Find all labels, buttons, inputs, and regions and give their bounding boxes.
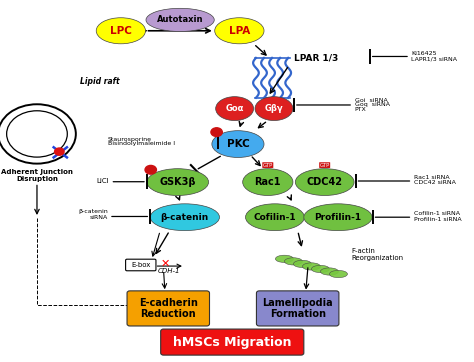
- Text: Goα: Goα: [226, 104, 244, 113]
- Text: β-catenin: β-catenin: [161, 213, 209, 222]
- Text: PKC: PKC: [227, 139, 249, 149]
- Text: LPC: LPC: [110, 26, 132, 36]
- Text: Gβγ: Gβγ: [264, 104, 283, 113]
- Text: Adherent Junction
Disruption: Adherent Junction Disruption: [1, 169, 73, 182]
- Text: LPA: LPA: [229, 26, 250, 36]
- Ellipse shape: [246, 204, 304, 231]
- Text: PTX: PTX: [355, 107, 366, 112]
- Text: LiCl: LiCl: [96, 178, 109, 184]
- Text: E-box: E-box: [131, 262, 150, 268]
- Text: Lamellipodia
Formation: Lamellipodia Formation: [263, 298, 333, 319]
- Text: GTP: GTP: [263, 163, 273, 168]
- Ellipse shape: [146, 8, 214, 31]
- FancyBboxPatch shape: [256, 291, 339, 326]
- Text: Rac1 siRNA: Rac1 siRNA: [414, 175, 449, 180]
- Ellipse shape: [275, 255, 293, 262]
- Ellipse shape: [329, 270, 347, 278]
- Ellipse shape: [302, 263, 320, 270]
- Text: Bisindolylmaleimide I: Bisindolylmaleimide I: [108, 141, 175, 146]
- Text: GTP: GTP: [319, 163, 330, 168]
- FancyBboxPatch shape: [127, 291, 210, 326]
- Text: LPAR 1/3: LPAR 1/3: [294, 54, 338, 62]
- Text: Profilin-1: Profilin-1: [314, 213, 362, 222]
- Text: CDC42: CDC42: [307, 177, 343, 187]
- Ellipse shape: [215, 18, 264, 44]
- Ellipse shape: [295, 169, 354, 195]
- Text: E-cadherin
Reduction: E-cadherin Reduction: [139, 298, 198, 319]
- Text: Staurosporine: Staurosporine: [108, 137, 152, 142]
- Ellipse shape: [96, 18, 146, 44]
- Text: hMSCs Migration: hMSCs Migration: [173, 336, 292, 349]
- Text: LAPR1/3 siRNA: LAPR1/3 siRNA: [411, 56, 457, 61]
- Ellipse shape: [311, 265, 329, 273]
- Text: Cofilin-1 siRNA: Cofilin-1 siRNA: [414, 211, 460, 216]
- Text: β-catenin
siRNA: β-catenin siRNA: [78, 209, 108, 220]
- Text: Rac1: Rac1: [255, 177, 281, 187]
- Circle shape: [211, 128, 222, 136]
- Text: CDC42 siRNA: CDC42 siRNA: [414, 180, 456, 185]
- Ellipse shape: [284, 258, 302, 265]
- Text: Autotaxin: Autotaxin: [157, 16, 203, 24]
- Ellipse shape: [216, 97, 254, 121]
- FancyBboxPatch shape: [126, 259, 156, 271]
- Text: ✕: ✕: [161, 259, 170, 269]
- Text: Lipid raft: Lipid raft: [80, 77, 119, 86]
- Text: Profilin-1 siRNA: Profilin-1 siRNA: [414, 216, 461, 222]
- FancyBboxPatch shape: [161, 329, 304, 355]
- Ellipse shape: [243, 169, 293, 195]
- Text: CDH-1: CDH-1: [157, 268, 180, 274]
- Circle shape: [55, 148, 64, 155]
- Ellipse shape: [212, 131, 264, 157]
- Text: Ki16425: Ki16425: [411, 51, 437, 56]
- Ellipse shape: [147, 169, 209, 195]
- Ellipse shape: [320, 268, 338, 275]
- Circle shape: [145, 165, 156, 174]
- Ellipse shape: [293, 260, 311, 268]
- Ellipse shape: [150, 204, 219, 231]
- Ellipse shape: [304, 204, 372, 231]
- Text: Goq  siRNA: Goq siRNA: [355, 102, 390, 108]
- Text: F-actin
Reorganization: F-actin Reorganization: [352, 248, 404, 261]
- Text: Cofilin-1: Cofilin-1: [254, 213, 296, 222]
- Text: GSK3β: GSK3β: [159, 177, 196, 187]
- Ellipse shape: [255, 97, 293, 121]
- Text: Goi  siRNA: Goi siRNA: [355, 98, 387, 103]
